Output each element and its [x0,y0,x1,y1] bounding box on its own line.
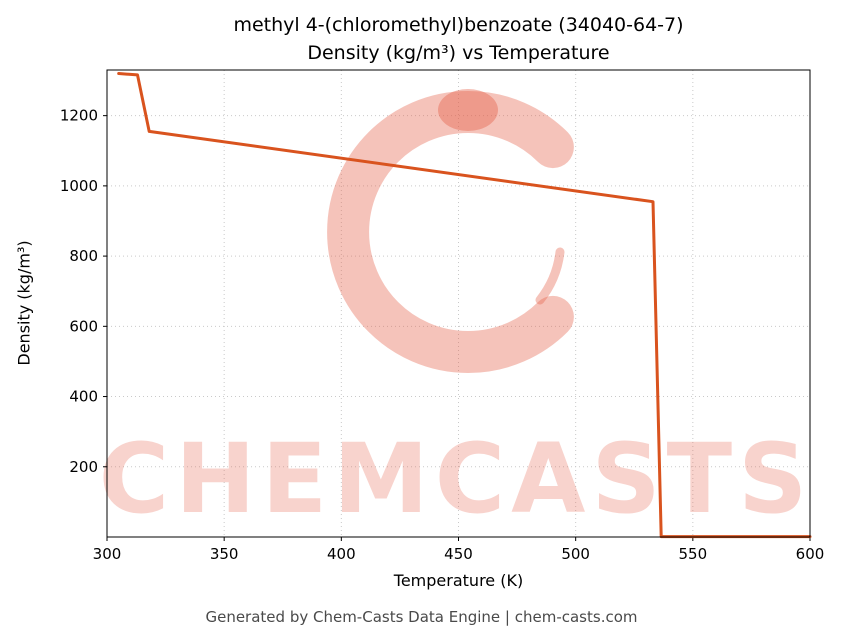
chart-title-line2: Density (kg/m³) vs Temperature [307,41,610,64]
plot-border [106,69,811,538]
y-tick-label: 1200 [60,107,98,125]
y-tick-label: 800 [69,247,98,265]
y-axis-label: Density (kg/m³) [14,240,34,366]
watermark-logo-blob [438,89,498,131]
y-tick-label: 600 [69,317,98,335]
y-tick-label: 400 [69,388,98,406]
x-axis-label: Temperature (K) [393,571,524,590]
y-tick-label: 1000 [60,177,98,195]
watermark-logo-c [327,91,574,373]
chart-title-line1: methyl 4-(chloromethyl)benzoate (34040-6… [233,14,684,36]
watermark-text: CHEMCASTS [99,423,813,535]
x-tick-label: 500 [561,545,590,563]
y-tick-label: 200 [69,458,98,476]
x-tick-label: 450 [444,545,473,563]
x-tick-label: 550 [679,545,708,563]
x-tick-label: 600 [796,545,825,563]
watermark-logo-curl [535,247,565,305]
x-tick-label: 350 [210,545,239,563]
chart-title: methyl 4-(chloromethyl)benzoate (34040-6… [107,12,810,67]
x-tick-label: 300 [93,545,122,563]
footer-credit: Generated by Chem-Casts Data Engine | ch… [205,608,638,626]
x-tick-label: 400 [327,545,356,563]
